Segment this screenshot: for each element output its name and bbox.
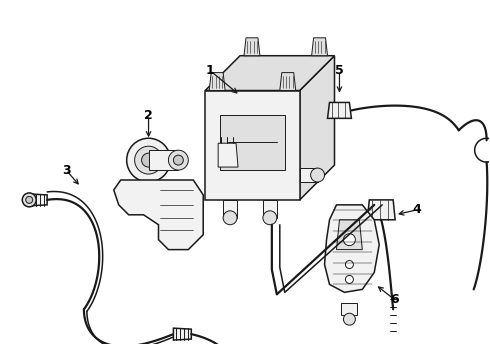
Polygon shape — [218, 143, 238, 167]
Circle shape — [169, 150, 188, 170]
Polygon shape — [223, 200, 237, 218]
Polygon shape — [280, 73, 295, 90]
Polygon shape — [368, 200, 395, 220]
Polygon shape — [300, 168, 318, 182]
Text: 2: 2 — [144, 109, 153, 122]
Polygon shape — [337, 220, 362, 249]
Circle shape — [173, 155, 183, 165]
Circle shape — [343, 313, 355, 325]
Text: 5: 5 — [335, 64, 344, 77]
Polygon shape — [244, 38, 260, 56]
Polygon shape — [312, 38, 327, 56]
Circle shape — [311, 168, 324, 182]
Polygon shape — [324, 205, 379, 292]
Polygon shape — [327, 103, 351, 118]
Polygon shape — [114, 180, 203, 249]
Circle shape — [345, 275, 353, 283]
Circle shape — [223, 211, 237, 225]
Circle shape — [26, 197, 33, 203]
Text: 6: 6 — [390, 293, 398, 306]
Polygon shape — [342, 303, 357, 315]
Circle shape — [343, 234, 355, 246]
Polygon shape — [263, 200, 277, 218]
Circle shape — [22, 193, 36, 207]
Polygon shape — [29, 194, 47, 206]
Polygon shape — [220, 115, 285, 170]
Circle shape — [142, 153, 155, 167]
Polygon shape — [173, 328, 191, 340]
Text: 1: 1 — [206, 64, 215, 77]
Polygon shape — [209, 73, 225, 90]
Circle shape — [345, 261, 353, 269]
Text: 3: 3 — [62, 163, 71, 176]
Circle shape — [135, 146, 163, 174]
Polygon shape — [205, 90, 300, 200]
Circle shape — [127, 138, 171, 182]
Polygon shape — [300, 56, 335, 200]
Circle shape — [263, 211, 277, 225]
Polygon shape — [205, 56, 335, 90]
Polygon shape — [148, 150, 178, 170]
Text: 4: 4 — [413, 203, 421, 216]
